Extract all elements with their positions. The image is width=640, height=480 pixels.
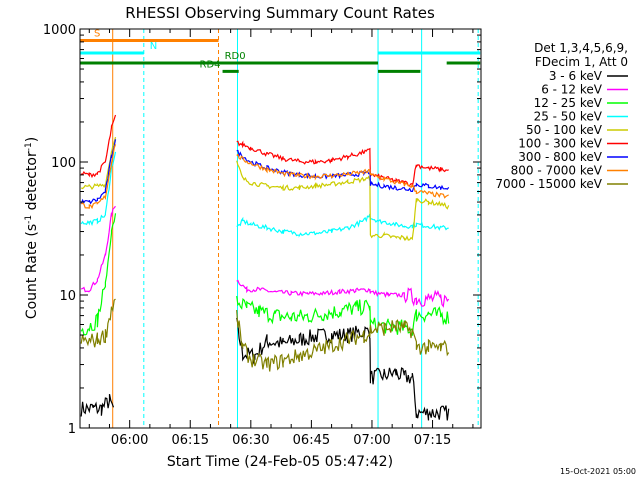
series-line-segment (80, 393, 115, 417)
series-line-segment (80, 213, 117, 336)
legend-label: 25 - 50 keV (534, 110, 603, 124)
legend: Det 1,3,4,5,6,9, FDecim 1, Att 0 3 - 6 k… (495, 41, 628, 191)
x-tick-label: 06:15 (172, 433, 209, 448)
legend-label: 12 - 25 keV (534, 96, 603, 110)
x-tick-label: 06:45 (293, 433, 330, 448)
series-100-300keV (80, 114, 449, 187)
series-line-segment (80, 151, 117, 227)
y-tick-label: 100 (51, 156, 76, 171)
y-axis-label-sup2: -1 (24, 142, 34, 151)
series-line-segment (80, 114, 117, 179)
series-25-50keV (80, 151, 449, 238)
series-line-segment (80, 139, 117, 205)
plot-area (80, 29, 479, 428)
y-axis-label: Count Rate (s-1 detector-1) (24, 137, 40, 319)
series-line-segment (81, 144, 117, 210)
series-800-7000keV (81, 144, 449, 210)
y-axis-label-sup: -1 (24, 215, 34, 224)
chart-title: RHESSI Observing Summary Count Rates (125, 4, 435, 22)
x-tick-label: 07:00 (353, 433, 390, 448)
flag-label-rd4: RD4 (200, 59, 221, 70)
footer-timestamp: 15-Oct-2021 05:00 (560, 467, 636, 476)
series-300-800keV (80, 139, 450, 205)
flag-label-s: S (94, 28, 100, 39)
series-7000-15000keV (80, 298, 450, 372)
y-axis-label-pre: Count Rate (s (24, 224, 40, 319)
series-line-segment (236, 149, 450, 192)
state-flag-bars: S N RD0 RD4 (80, 28, 481, 73)
series-line-segment (236, 279, 450, 308)
legend-header-decimation: FDecim 1, Att 0 (535, 55, 628, 69)
plot-frame (79, 28, 482, 429)
series-line-segment (236, 153, 449, 199)
x-tick-label: 06:30 (232, 433, 269, 448)
series-line-segment (236, 296, 450, 336)
x-tick-label: 06:00 (111, 433, 148, 448)
flag-label-n: N (150, 41, 157, 52)
x-axis-label: Start Time (24-Feb-05 05:47:42) (167, 454, 393, 470)
flag-label-rd0: RD0 (225, 51, 246, 62)
y-axis-label-post: detector (24, 151, 40, 215)
legend-label: 100 - 300 keV (518, 137, 602, 151)
series-line-segment (236, 213, 449, 238)
series-line-segment (80, 298, 116, 348)
legend-label: 6 - 12 keV (541, 83, 603, 97)
legend-label: 3 - 6 keV (549, 69, 603, 83)
x-tick-label: 07:15 (414, 433, 451, 448)
y-axis-label-end: ) (24, 137, 40, 142)
series-line-segment (80, 205, 116, 293)
y-tick-label: 10 (59, 289, 76, 304)
series-line-segment (236, 309, 450, 372)
legend-label: 50 - 100 keV (526, 123, 603, 137)
legend-label: 7000 - 15000 keV (495, 177, 602, 191)
legend-label: 800 - 7000 keV (511, 164, 603, 178)
y-tick-label: 1 (68, 422, 76, 437)
series-line-segment (236, 140, 449, 187)
y-tick-label: 1000 (43, 23, 76, 38)
axes: 1 10 100 1000 06:00 06:15 06:30 06:45 07:00 07:15 (43, 23, 481, 448)
series-12-25keV (80, 213, 450, 336)
series-line-segment (236, 160, 450, 242)
legend-header-detectors: Det 1,3,4,5,6,9, (534, 41, 628, 55)
series-6-12keV (80, 205, 450, 308)
legend-label: 300 - 800 keV (518, 150, 602, 164)
